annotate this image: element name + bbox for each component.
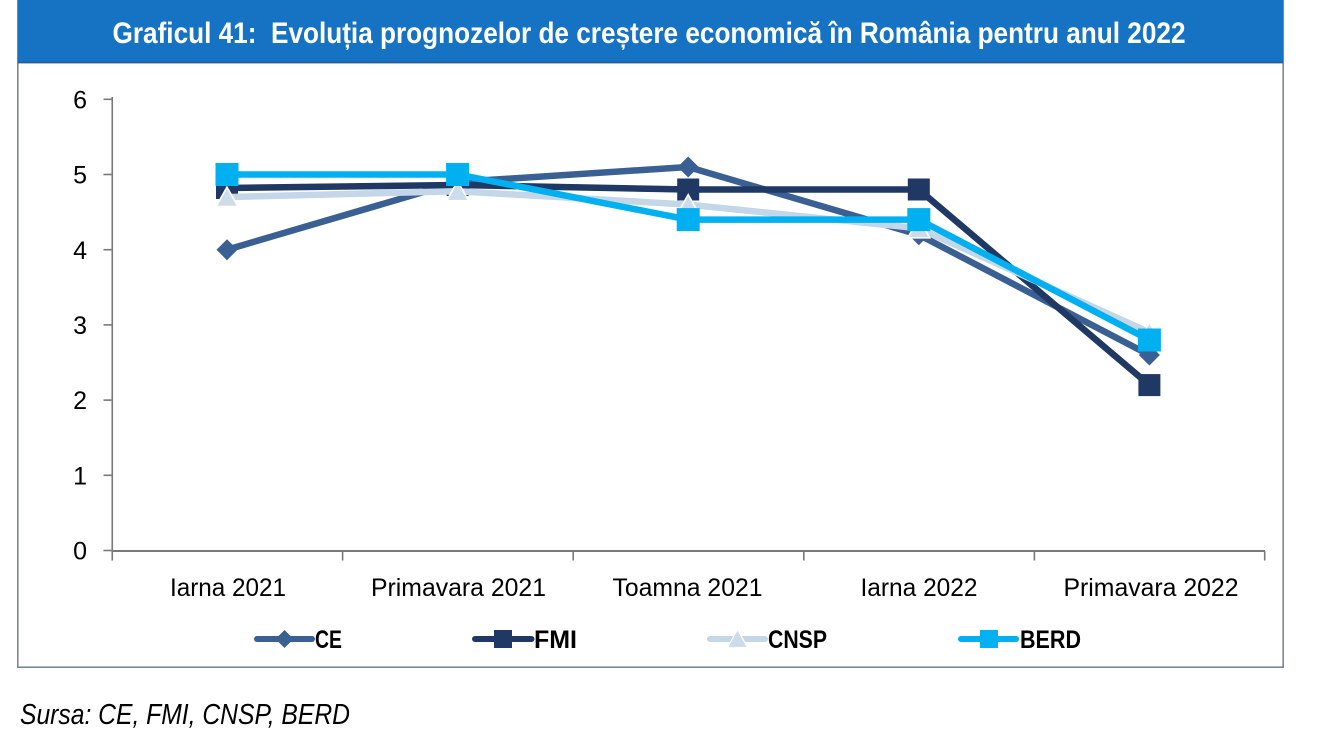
svg-text:0: 0 [73,538,87,566]
svg-text:CE: CE [315,626,342,654]
svg-text:3: 3 [73,312,87,340]
svg-text:Primavara 2022: Primavara 2022 [1064,574,1239,602]
svg-text:Graficul 41: Evoluția prognoz: Graficul 41: Evoluția prognozelor de cre… [113,17,1186,50]
svg-text:2: 2 [73,387,87,415]
svg-text:Sursa: CE, FMI, CNSP, BERD: Sursa: CE, FMI, CNSP, BERD [20,699,350,731]
svg-text:6: 6 [73,86,87,114]
svg-text:Iarna 2022: Iarna 2022 [861,574,978,602]
svg-text:5: 5 [73,162,87,190]
svg-text:Primavara 2021: Primavara 2021 [371,574,546,602]
svg-text:Iarna 2021: Iarna 2021 [170,574,286,602]
svg-text:CNSP: CNSP [768,626,827,654]
svg-text:Toamna 2021: Toamna 2021 [613,574,763,602]
svg-text:1: 1 [73,462,87,490]
svg-text:FMI: FMI [534,626,577,654]
svg-text:4: 4 [73,237,87,265]
svg-text:BERD: BERD [1020,626,1081,654]
